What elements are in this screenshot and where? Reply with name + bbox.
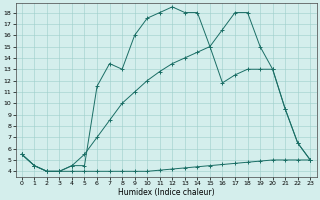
- X-axis label: Humidex (Indice chaleur): Humidex (Indice chaleur): [118, 188, 214, 197]
